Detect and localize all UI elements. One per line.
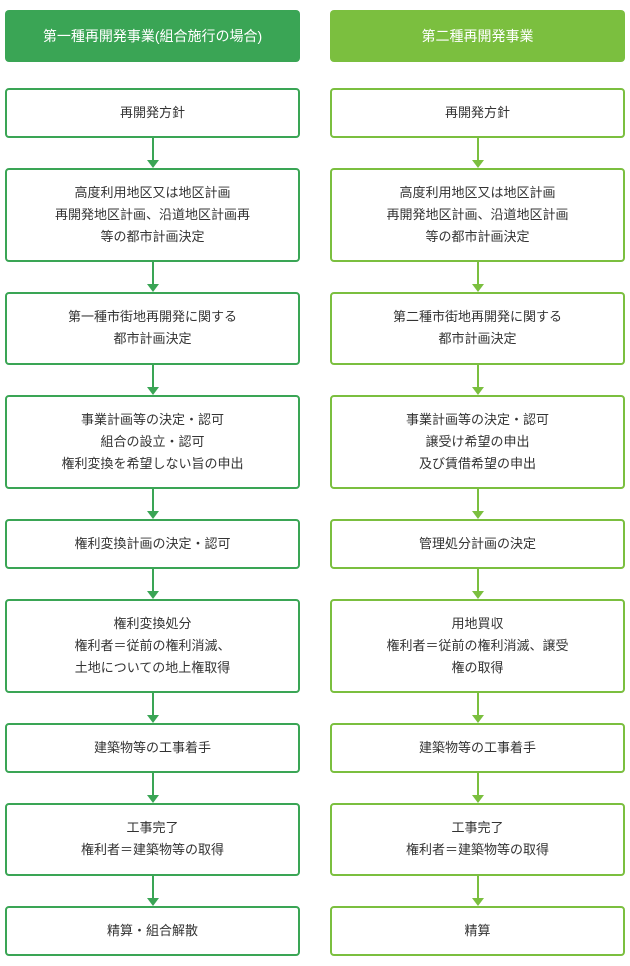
left-step-2-line: 高度利用地区又は地区計画 bbox=[15, 182, 290, 204]
right-arrow-3 bbox=[472, 365, 484, 395]
left-step-3: 第一種市街地再開発に関する都市計画決定 bbox=[5, 292, 300, 364]
left-step-7-line: 建築物等の工事着手 bbox=[15, 737, 290, 759]
right-step-7-line: 建築物等の工事着手 bbox=[340, 737, 615, 759]
left-step-7: 建築物等の工事着手 bbox=[5, 723, 300, 773]
left-arrow-1 bbox=[147, 138, 159, 168]
right-step-9-line: 精算 bbox=[340, 920, 615, 942]
right-step-9: 精算 bbox=[330, 906, 625, 956]
left-arrow-8 bbox=[147, 876, 159, 906]
right-step-6-line: 用地買収 bbox=[340, 613, 615, 635]
right-step-4-line: 譲受け希望の申出 bbox=[340, 431, 615, 453]
right-step-2-line: 再開発地区計画、沿道地区計画 bbox=[340, 204, 615, 226]
left-column: 第一種再開発事業(組合施行の場合) 再開発方針高度利用地区又は地区計画再開発地区計… bbox=[5, 10, 300, 956]
left-step-1-line: 再開発方針 bbox=[15, 102, 290, 124]
left-step-2-line: 再開発地区計画、沿道地区計画再 bbox=[15, 204, 290, 226]
left-step-6-line: 権利者＝従前の権利消滅、 bbox=[15, 635, 290, 657]
left-step-2-line: 等の都市計画決定 bbox=[15, 226, 290, 248]
left-step-4-line: 権利変換を希望しない旨の申出 bbox=[15, 453, 290, 475]
left-step-4-line: 組合の設立・認可 bbox=[15, 431, 290, 453]
right-step-5: 管理処分計画の決定 bbox=[330, 519, 625, 569]
left-arrow-3 bbox=[147, 365, 159, 395]
left-header: 第一種再開発事業(組合施行の場合) bbox=[5, 10, 300, 62]
left-step-8-line: 工事完了 bbox=[15, 817, 290, 839]
right-step-2-line: 高度利用地区又は地区計画 bbox=[340, 182, 615, 204]
left-step-2: 高度利用地区又は地区計画再開発地区計画、沿道地区計画再等の都市計画決定 bbox=[5, 168, 300, 262]
left-step-6-line: 土地についての地上権取得 bbox=[15, 657, 290, 679]
left-arrow-2 bbox=[147, 262, 159, 292]
right-arrow-8 bbox=[472, 876, 484, 906]
right-step-6: 用地買収権利者＝従前の権利消滅、譲受権の取得 bbox=[330, 599, 625, 693]
right-arrow-7 bbox=[472, 773, 484, 803]
right-step-7: 建築物等の工事着手 bbox=[330, 723, 625, 773]
right-step-4-line: 事業計画等の決定・認可 bbox=[340, 409, 615, 431]
right-arrow-4 bbox=[472, 489, 484, 519]
left-step-4-line: 事業計画等の決定・認可 bbox=[15, 409, 290, 431]
left-step-5: 権利変換計画の決定・認可 bbox=[5, 519, 300, 569]
left-step-3-line: 第一種市街地再開発に関する bbox=[15, 306, 290, 328]
right-step-4: 事業計画等の決定・認可譲受け希望の申出及び賃借希望の申出 bbox=[330, 395, 625, 489]
left-arrow-6 bbox=[147, 693, 159, 723]
right-step-3-line: 都市計画決定 bbox=[340, 328, 615, 350]
right-step-6-line: 権の取得 bbox=[340, 657, 615, 679]
right-step-2: 高度利用地区又は地区計画再開発地区計画、沿道地区計画等の都市計画決定 bbox=[330, 168, 625, 262]
left-step-6: 権利変換処分権利者＝従前の権利消滅、土地についての地上権取得 bbox=[5, 599, 300, 693]
right-step-1: 再開発方針 bbox=[330, 88, 625, 138]
left-step-6-line: 権利変換処分 bbox=[15, 613, 290, 635]
left-arrow-7 bbox=[147, 773, 159, 803]
left-step-8: 工事完了権利者＝建築物等の取得 bbox=[5, 803, 300, 875]
right-arrow-2 bbox=[472, 262, 484, 292]
right-arrow-6 bbox=[472, 693, 484, 723]
right-step-5-line: 管理処分計画の決定 bbox=[340, 533, 615, 555]
right-step-2-line: 等の都市計画決定 bbox=[340, 226, 615, 248]
right-step-6-line: 権利者＝従前の権利消滅、譲受 bbox=[340, 635, 615, 657]
right-column: 第二種再開発事業再開発方針高度利用地区又は地区計画再開発地区計画、沿道地区計画等… bbox=[330, 10, 625, 956]
right-arrow-5 bbox=[472, 569, 484, 599]
left-step-8-line: 権利者＝建築物等の取得 bbox=[15, 839, 290, 861]
right-arrow-1 bbox=[472, 138, 484, 168]
left-step-9-line: 精算・組合解散 bbox=[15, 920, 290, 942]
right-step-3-line: 第二種市街地再開発に関する bbox=[340, 306, 615, 328]
right-header: 第二種再開発事業 bbox=[330, 10, 625, 62]
left-step-4: 事業計画等の決定・認可組合の設立・認可権利変換を希望しない旨の申出 bbox=[5, 395, 300, 489]
left-step-3-line: 都市計画決定 bbox=[15, 328, 290, 350]
left-step-5-line: 権利変換計画の決定・認可 bbox=[15, 533, 290, 555]
right-step-1-line: 再開発方針 bbox=[340, 102, 615, 124]
right-step-8: 工事完了権利者＝建築物等の取得 bbox=[330, 803, 625, 875]
right-step-8-line: 権利者＝建築物等の取得 bbox=[340, 839, 615, 861]
right-step-4-line: 及び賃借希望の申出 bbox=[340, 453, 615, 475]
left-arrow-4 bbox=[147, 489, 159, 519]
left-step-9: 精算・組合解散 bbox=[5, 906, 300, 956]
right-step-3: 第二種市街地再開発に関する都市計画決定 bbox=[330, 292, 625, 364]
right-step-8-line: 工事完了 bbox=[340, 817, 615, 839]
left-step-1: 再開発方針 bbox=[5, 88, 300, 138]
flowchart-container: 第一種再開発事業(組合施行の場合)再開発方針高度利用地区又は地区計画再開発地区計… bbox=[0, 0, 630, 966]
left-arrow-5 bbox=[147, 569, 159, 599]
